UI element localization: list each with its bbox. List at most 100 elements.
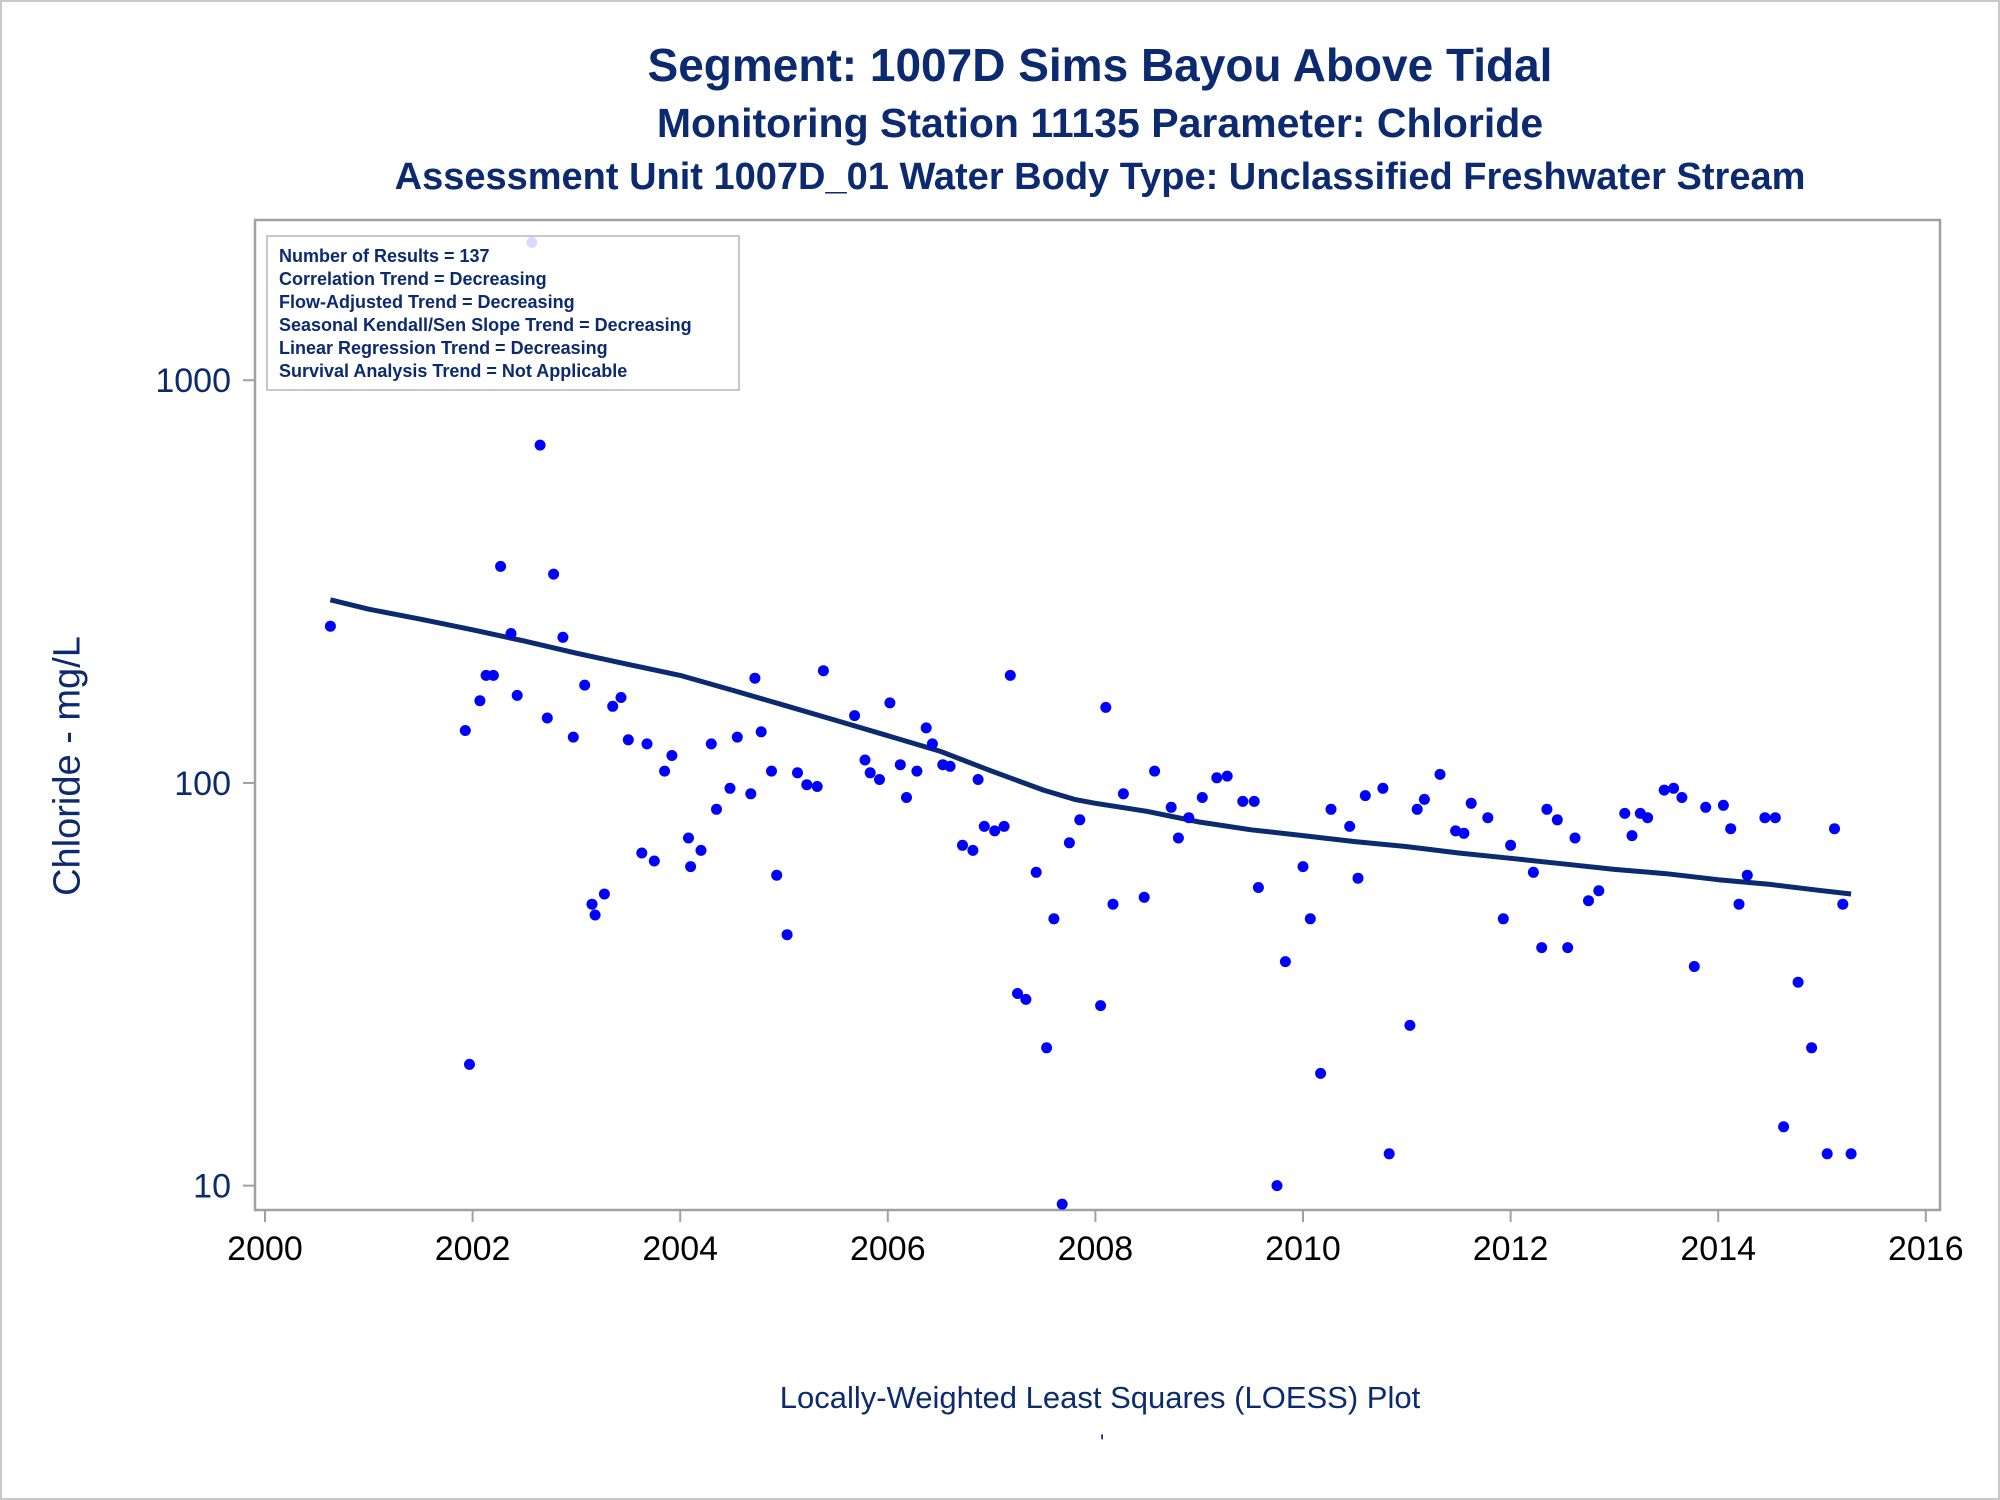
data-point bbox=[1741, 869, 1753, 881]
data-point bbox=[926, 738, 938, 750]
data-point bbox=[978, 820, 990, 832]
data-point bbox=[1237, 795, 1249, 807]
data-point bbox=[1759, 812, 1771, 824]
y-tick-label: 10 bbox=[193, 1168, 231, 1206]
data-point bbox=[1688, 961, 1700, 972]
data-point bbox=[607, 700, 619, 712]
data-point bbox=[1279, 956, 1291, 968]
data-point bbox=[1048, 913, 1060, 925]
data-point bbox=[1626, 830, 1638, 842]
data-point bbox=[1074, 814, 1086, 826]
data-point bbox=[1465, 797, 1477, 809]
data-point bbox=[771, 869, 783, 881]
data-point bbox=[724, 782, 736, 794]
stats-line: Survival Analysis Trend = Not Applicable bbox=[279, 361, 627, 381]
data-point bbox=[1792, 976, 1804, 988]
data-point bbox=[1658, 784, 1670, 796]
data-point bbox=[817, 665, 829, 677]
data-point bbox=[849, 710, 861, 722]
data-point bbox=[1583, 895, 1594, 907]
data-point bbox=[1829, 823, 1840, 835]
data-point bbox=[495, 560, 507, 572]
data-point bbox=[1297, 861, 1309, 873]
data-point bbox=[1352, 872, 1364, 884]
data-point bbox=[920, 722, 932, 734]
axes-layer: 2000 2002 2004 2006 2008 2010 2012 2014 2016 10 10… bbox=[155, 218, 1964, 1268]
data-point bbox=[589, 909, 601, 921]
data-point bbox=[731, 731, 743, 743]
chart-subtitle-secondary: Assessment Unit 1007D_01 Water Body Type… bbox=[394, 156, 1806, 198]
data-point bbox=[792, 767, 803, 779]
data-point bbox=[1642, 812, 1654, 824]
data-point bbox=[874, 774, 885, 785]
x-tick-label: 2010 bbox=[1265, 1230, 1341, 1268]
data-point bbox=[1383, 1148, 1395, 1160]
data-point bbox=[567, 731, 579, 743]
x-tick-label: 2008 bbox=[1058, 1230, 1134, 1268]
data-point bbox=[685, 861, 697, 873]
data-point bbox=[1325, 803, 1337, 815]
footnote: Locally-Weighted Least Squares (LOESS) P… bbox=[779, 1380, 1421, 1415]
data-point bbox=[666, 750, 678, 761]
x-tick-label: 2002 bbox=[435, 1230, 511, 1268]
x-tick-label: 2006 bbox=[850, 1230, 926, 1268]
data-point bbox=[811, 781, 823, 792]
data-point bbox=[1418, 793, 1430, 805]
data-point bbox=[1196, 792, 1208, 803]
data-point bbox=[636, 847, 648, 859]
data-point bbox=[1095, 1000, 1107, 1012]
data-point bbox=[967, 844, 979, 856]
data-point bbox=[998, 820, 1010, 832]
data-point bbox=[641, 738, 653, 750]
data-point bbox=[1041, 1042, 1053, 1054]
data-point bbox=[511, 689, 523, 701]
data-point bbox=[1450, 825, 1462, 837]
data-point bbox=[1359, 790, 1371, 802]
data-point bbox=[598, 888, 610, 900]
data-point bbox=[1497, 913, 1509, 925]
x-tick-label: 2000 bbox=[227, 1230, 303, 1268]
data-point bbox=[1593, 885, 1605, 897]
data-point bbox=[586, 898, 598, 910]
data-point bbox=[1304, 913, 1316, 925]
data-point bbox=[884, 697, 896, 709]
data-point bbox=[1541, 803, 1553, 815]
data-point bbox=[464, 1058, 475, 1070]
data-point bbox=[989, 825, 1001, 837]
data-point bbox=[1138, 891, 1150, 903]
x-tick-label: 2004 bbox=[642, 1230, 718, 1268]
data-point bbox=[801, 779, 813, 791]
x-tick-label: 2012 bbox=[1473, 1230, 1549, 1268]
data-point bbox=[1056, 1198, 1068, 1210]
footnote-mark: ' bbox=[1100, 1430, 1105, 1455]
stats-line: Linear Regression Trend = Decreasing bbox=[279, 338, 608, 358]
data-point bbox=[1012, 988, 1023, 999]
data-point bbox=[1411, 803, 1423, 815]
data-point bbox=[695, 844, 707, 856]
data-point bbox=[1377, 782, 1389, 794]
scatter-points-layer bbox=[324, 236, 1857, 1210]
data-point bbox=[1248, 795, 1260, 807]
data-point bbox=[944, 760, 956, 772]
data-point bbox=[1063, 837, 1075, 849]
data-point bbox=[459, 725, 471, 736]
data-point bbox=[745, 788, 757, 800]
data-point bbox=[1149, 765, 1161, 777]
data-point bbox=[548, 568, 560, 580]
stats-box: Number of Results = 137 Correlation Trend… bbox=[266, 235, 740, 391]
data-point bbox=[1668, 782, 1680, 794]
data-point bbox=[1821, 1148, 1833, 1160]
stats-line: Seasonal Kendall/Sen Slope Trend = Decre… bbox=[279, 315, 692, 335]
data-point bbox=[894, 759, 906, 771]
data-point bbox=[1315, 1067, 1327, 1079]
stats-box-border bbox=[266, 235, 740, 391]
data-point bbox=[1344, 820, 1356, 832]
data-point bbox=[1221, 770, 1233, 782]
y-tick-label: 100 bbox=[174, 765, 231, 803]
data-point bbox=[1725, 823, 1737, 835]
data-point bbox=[1183, 812, 1195, 824]
stats-line: Correlation Trend = Decreasing bbox=[279, 269, 547, 289]
data-point bbox=[1030, 866, 1042, 878]
data-point bbox=[1551, 814, 1563, 826]
